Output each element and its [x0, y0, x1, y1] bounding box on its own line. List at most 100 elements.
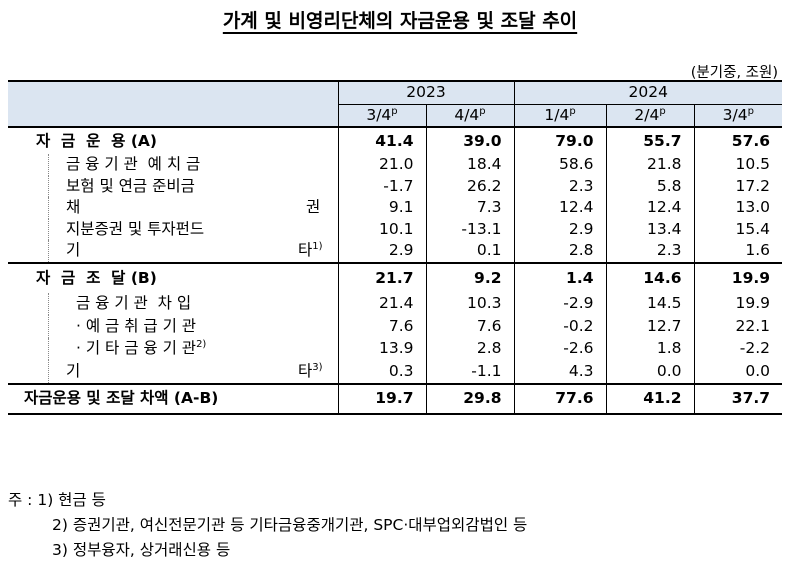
- table-row: · 기 타 금 융 기 관2) 13.9 2.8 -2.6 1.8 -2.2: [8, 337, 783, 360]
- row-label: · 기 타 금 융 기 관2): [8, 337, 338, 360]
- value-cell: -1.1: [425, 360, 515, 384]
- row-label: 기 타1): [8, 240, 338, 263]
- value-cell: 17.2: [693, 175, 783, 197]
- quarter-header: 3/4p: [693, 104, 783, 127]
- row-label-text: 보험 및 연금 준비금: [66, 176, 195, 195]
- value-cell: 21.4: [337, 292, 426, 315]
- table-row: 기 타1) 2.9 0.1 2.8 2.3 1.6: [8, 240, 783, 263]
- indent-guide: [48, 240, 49, 262]
- row-label-footnote: 2): [196, 339, 207, 351]
- value-cell: 0.0: [693, 360, 783, 384]
- value-cell: 1.4: [513, 261, 607, 293]
- summary-row: 자 금 운 용 (A) 41.4 39.0 79.0 55.7 57.6: [8, 126, 783, 154]
- value-cell: 7.6: [425, 315, 515, 338]
- row-label-text: 지분증권 및 투자펀드: [66, 219, 205, 238]
- value-cell: 18.4: [425, 154, 515, 176]
- value-cell: 13.9: [337, 337, 426, 360]
- header-blank: [8, 80, 338, 127]
- row-label: 지분증권 및 투자펀드: [8, 218, 338, 240]
- table-row: 금 융 기 관 차 입 21.4 10.3 -2.9 14.5 19.9: [8, 292, 783, 315]
- value-cell: 7.3: [425, 197, 515, 219]
- table-row: 채 권 9.1 7.3 12.4 12.4 13.0: [8, 197, 783, 219]
- row-label: 자 금 운 용 (A): [8, 126, 338, 154]
- value-cell: 26.2: [425, 175, 515, 197]
- summary-row: 자 금 조 달 (B) 21.7 9.2 1.4 14.6 19.9: [8, 261, 783, 293]
- value-cell: 2.9: [337, 240, 426, 263]
- header-row-years: 2023 2024: [8, 80, 783, 127]
- value-cell: 4.3: [513, 360, 607, 384]
- row-label: 금 융 기 관 예 치 금: [8, 154, 338, 176]
- value-cell: 2.8: [425, 337, 515, 360]
- row-label-text: 금 융 기 관 차 입: [76, 294, 192, 313]
- value-cell: 12.4: [605, 197, 695, 219]
- row-label-text: · 기 타 금 융 기 관2): [76, 339, 207, 358]
- row-label-text-right: 타3): [298, 361, 323, 380]
- value-cell: 21.7: [337, 261, 426, 293]
- value-cell: -0.2: [513, 315, 607, 338]
- footnote-2: 2) 증권기관, 여신전문기관 등 기타금융중개기관, SPC·대부업외감법인 …: [52, 516, 528, 534]
- row-label-text: 자금운용 및 조달 차액 (A-B): [24, 389, 219, 407]
- row-label-text: 자 금 운 용 (A): [36, 131, 157, 150]
- row-label-text: 기: [66, 241, 81, 260]
- summary-row: 자금운용 및 조달 차액 (A-B) 19.7 29.8 77.6 41.2 37.7: [8, 382, 783, 415]
- quarter-header: 4/4p: [425, 104, 515, 127]
- row-label-text-right: 권: [306, 198, 321, 217]
- value-cell: 7.6: [337, 315, 426, 338]
- year-2023: 2023: [337, 80, 515, 105]
- value-cell: -2.6: [513, 337, 607, 360]
- footnote-3: 3) 정부융자, 상거래신용 등: [52, 541, 231, 559]
- indent-guide: [48, 360, 49, 383]
- value-cell: 41.4: [337, 126, 426, 154]
- indent-guide: [48, 315, 49, 338]
- table-row: 기 타3) 0.3 -1.1 4.3 0.0 0.0: [8, 360, 783, 384]
- value-cell: 41.2: [605, 382, 695, 415]
- indent-guide: [48, 154, 49, 176]
- row-label: 기 타3): [8, 360, 338, 384]
- value-cell: 19.9: [693, 261, 783, 293]
- row-label-text: 기: [66, 361, 81, 380]
- value-cell: 29.8: [425, 382, 515, 415]
- row-label-text: 자 금 조 달 (B): [36, 268, 157, 287]
- value-cell: 2.3: [605, 240, 695, 263]
- value-cell: 22.1: [693, 315, 783, 338]
- row-label: · 예 금 취 급 기 관: [8, 315, 338, 338]
- row-label-text-right: 타1): [298, 241, 323, 260]
- unit-label: (분기중, 조원): [690, 65, 778, 81]
- value-cell: 21.0: [337, 154, 426, 176]
- indent-guide: [48, 197, 49, 219]
- value-cell: -2.9: [513, 292, 607, 315]
- value-cell: 5.8: [605, 175, 695, 197]
- value-cell: 55.7: [605, 126, 695, 154]
- value-cell: 15.4: [693, 218, 783, 240]
- value-cell: -2.2: [693, 337, 783, 360]
- table-title: 가계 및 비영리단체의 자금운용 및 조달 추이: [222, 10, 578, 32]
- value-cell: 2.8: [513, 240, 607, 263]
- row-label-text: · 예 금 취 급 기 관: [76, 316, 197, 335]
- value-cell: 14.5: [605, 292, 695, 315]
- year-2024: 2024: [513, 80, 783, 105]
- value-cell: 14.6: [605, 261, 695, 293]
- row-label: 금 융 기 관 차 입: [8, 292, 338, 315]
- value-cell: -13.1: [425, 218, 515, 240]
- footnote-1: 주 : 1) 현금 등: [8, 491, 106, 509]
- indent-guide: [48, 292, 49, 315]
- value-cell: 12.7: [605, 315, 695, 338]
- value-cell: 10.3: [425, 292, 515, 315]
- value-cell: 0.1: [425, 240, 515, 263]
- table-row: 금 융 기 관 예 치 금 21.0 18.4 58.6 21.8 10.5: [8, 154, 783, 176]
- value-cell: 12.4: [513, 197, 607, 219]
- row-label: 보험 및 연금 준비금: [8, 175, 338, 197]
- value-cell: 58.6: [513, 154, 607, 176]
- value-cell: -1.7: [337, 175, 426, 197]
- value-cell: 0.3: [337, 360, 426, 384]
- value-cell: 1.6: [693, 240, 783, 263]
- indent-guide: [48, 175, 49, 197]
- value-cell: 13.0: [693, 197, 783, 219]
- value-cell: 9.2: [425, 261, 515, 293]
- table-row: 지분증권 및 투자펀드 10.1 -13.1 2.9 13.4 15.4: [8, 218, 783, 240]
- value-cell: 0.0: [605, 360, 695, 384]
- header-row-quarters: 3/4p 4/4p 1/4p 2/4p 3/4p: [8, 104, 783, 127]
- table-row: 보험 및 연금 준비금 -1.7 26.2 2.3 5.8 17.2: [8, 175, 783, 197]
- fund-flow-table: 2023 2024 3/4p 4/4p 1/4p 2/4p 3/4p 자 금 운…: [8, 80, 783, 415]
